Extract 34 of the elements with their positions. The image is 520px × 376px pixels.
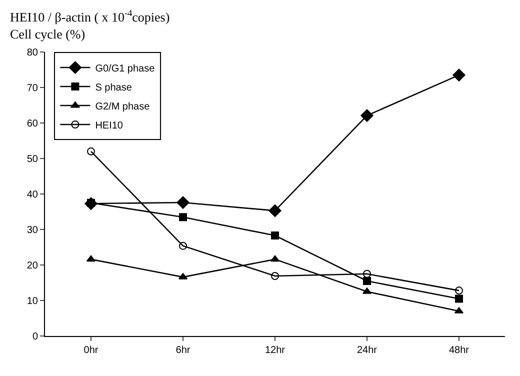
point [455,286,463,295]
point [455,294,463,303]
x-tick-label: 6hr [176,345,191,356]
y-tick-label: 50 [26,154,38,165]
point [268,204,282,218]
point [179,213,187,222]
y-tick-label: 60 [26,118,38,130]
x-tick-label: 48hr [448,345,470,356]
y-tick-label: 40 [26,190,38,200]
x-tick-label: 0hr [84,345,99,356]
point [270,255,280,262]
legend-label: G0/G1 phase [95,63,156,74]
legend-label: S phase [95,82,132,94]
point [271,232,279,240]
point [360,109,374,122]
legend-label: G2/M phase [95,101,150,112]
y-tick-label: 20 [26,260,38,272]
point [179,242,187,250]
point [176,196,190,209]
x-tick-label: 12hr [264,345,286,356]
y-tick-label: 80 [26,48,38,58]
point [86,255,96,262]
y-tick-label: 70 [26,83,38,94]
point [271,272,279,280]
y-tick-label: 30 [26,225,38,236]
y-tick-label: 0 [32,332,38,342]
legend-label: HEI10 [95,120,124,132]
point [363,270,371,278]
point [363,276,371,285]
text: HEI10 / β-actin ( x 10$^{-4}$copies) Cell cycle (%) [10,8,170,42]
x-tick-label: 24hr [356,345,378,356]
y-tick-label: 10 [26,296,38,307]
point [452,68,466,82]
point [87,147,95,156]
